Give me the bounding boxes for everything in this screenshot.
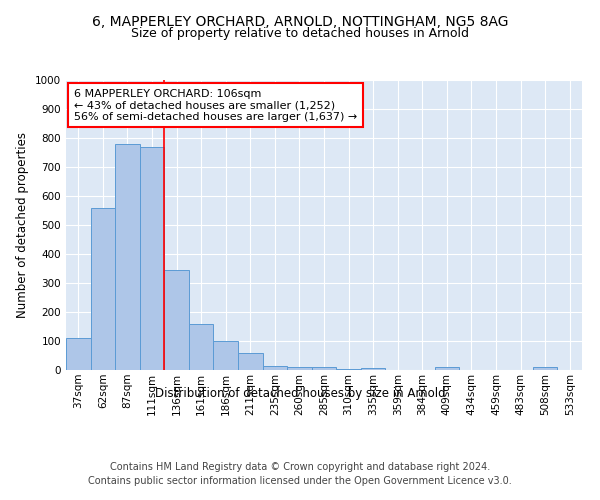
Text: Size of property relative to detached houses in Arnold: Size of property relative to detached ho…	[131, 28, 469, 40]
Bar	[91, 208, 115, 370]
Bar	[263, 366, 287, 370]
Bar	[336, 368, 361, 370]
Text: Distribution of detached houses by size in Arnold: Distribution of detached houses by size …	[155, 388, 445, 400]
Bar	[361, 368, 385, 370]
Text: Contains HM Land Registry data © Crown copyright and database right 2024.: Contains HM Land Registry data © Crown c…	[110, 462, 490, 472]
Bar	[312, 367, 336, 370]
Bar	[434, 367, 459, 370]
Text: 6, MAPPERLEY ORCHARD, ARNOLD, NOTTINGHAM, NG5 8AG: 6, MAPPERLEY ORCHARD, ARNOLD, NOTTINGHAM…	[92, 15, 508, 29]
Y-axis label: Number of detached properties: Number of detached properties	[16, 132, 29, 318]
Bar	[164, 270, 189, 370]
Bar	[140, 146, 164, 370]
Bar	[66, 338, 91, 370]
Text: 6 MAPPERLEY ORCHARD: 106sqm
← 43% of detached houses are smaller (1,252)
56% of : 6 MAPPERLEY ORCHARD: 106sqm ← 43% of det…	[74, 88, 357, 122]
Bar	[533, 367, 557, 370]
Bar	[115, 144, 140, 370]
Bar	[214, 342, 238, 370]
Bar	[287, 366, 312, 370]
Bar	[238, 354, 263, 370]
Text: Contains public sector information licensed under the Open Government Licence v3: Contains public sector information licen…	[88, 476, 512, 486]
Bar	[189, 324, 214, 370]
